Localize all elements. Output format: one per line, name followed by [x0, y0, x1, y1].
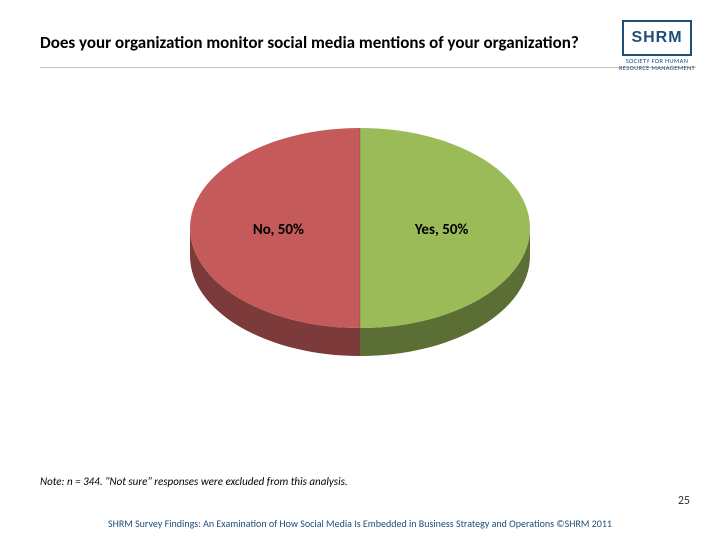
pie-svg: No, 50% Yes, 50% — [170, 108, 550, 388]
pie-label-yes: Yes, 50% — [414, 221, 469, 239]
pie-chart: No, 50% Yes, 50% — [0, 108, 720, 388]
logo: ® SHRM SOCIETY FOR HUMAN RESOURCE MANAGE… — [618, 20, 696, 72]
logo-subline2: RESOURCE MANAGEMENT — [618, 65, 696, 72]
page-number: 25 — [678, 494, 690, 508]
pie-label-no: No, 50% — [253, 221, 304, 239]
divider — [40, 67, 696, 68]
footer-text: SHRM Survey Findings: An Examination of … — [0, 517, 720, 530]
registered-mark: ® — [677, 34, 682, 45]
note-text: Note: n = 344. "Not sure" responses were… — [40, 475, 348, 488]
page-title: Does your organization monitor social me… — [40, 32, 680, 61]
